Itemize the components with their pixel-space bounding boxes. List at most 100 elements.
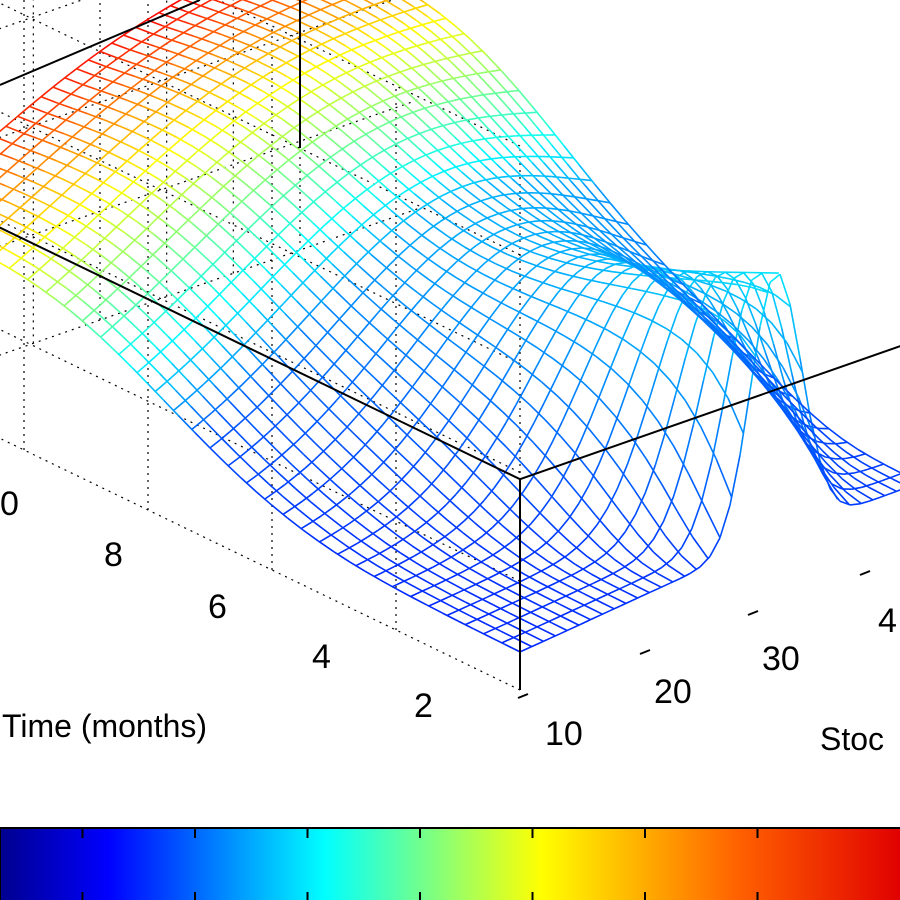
mesh-line <box>123 240 135 251</box>
mesh-line <box>568 369 585 385</box>
mesh-line <box>305 421 318 433</box>
mesh-line <box>249 350 266 368</box>
mesh-line <box>161 235 173 247</box>
mesh-line <box>540 381 558 397</box>
mesh-line <box>524 591 536 598</box>
mesh-line <box>443 166 454 173</box>
mesh-line <box>375 66 393 80</box>
mesh-line <box>592 259 609 265</box>
mesh-line <box>250 167 267 182</box>
mesh-line <box>527 144 545 164</box>
x-tick-label: 20 <box>654 673 692 711</box>
mesh-line <box>141 168 158 179</box>
mesh-line <box>415 522 427 532</box>
mesh-line <box>289 362 301 375</box>
mesh-line <box>488 181 505 196</box>
mesh-line <box>639 284 652 301</box>
mesh-line <box>267 422 279 434</box>
mesh-line <box>351 139 369 154</box>
mesh-line <box>177 30 194 37</box>
mesh-line <box>473 628 490 638</box>
mesh-line <box>300 233 317 250</box>
mesh-line <box>638 349 655 365</box>
mesh-line <box>89 50 101 60</box>
mesh-line <box>593 244 610 255</box>
mesh-line <box>580 345 597 358</box>
mesh-line <box>150 32 167 40</box>
mesh-line <box>586 605 603 615</box>
mesh-line <box>43 235 60 247</box>
mesh-line <box>140 244 158 259</box>
mesh-line <box>680 554 698 571</box>
mesh-line <box>721 330 739 348</box>
mesh-line <box>518 310 535 321</box>
mesh-line <box>653 362 671 381</box>
mesh-line <box>434 585 451 596</box>
mesh-line <box>291 370 309 389</box>
mesh-line <box>473 582 490 593</box>
mesh-line <box>562 144 580 166</box>
mesh-line <box>357 323 369 337</box>
mesh-line <box>160 98 172 109</box>
mesh-line <box>314 522 331 536</box>
mesh-line <box>0 167 2 170</box>
mesh-line <box>404 503 421 518</box>
mesh-line <box>634 312 651 321</box>
mesh-line <box>63 133 80 141</box>
mesh-line <box>569 241 586 250</box>
mesh-line <box>232 26 249 35</box>
mesh-line <box>700 426 718 460</box>
mesh-line <box>349 496 367 512</box>
mesh-line <box>739 390 751 456</box>
mesh-line <box>783 395 801 413</box>
mesh-line <box>453 607 471 617</box>
mesh-line <box>551 576 568 587</box>
mesh-line <box>529 295 547 304</box>
mesh-line <box>359 284 371 297</box>
mesh-line <box>442 28 460 43</box>
mesh-line <box>664 395 677 433</box>
mesh-line <box>117 267 134 282</box>
mesh-line <box>538 275 550 288</box>
mesh-line <box>137 36 149 45</box>
mesh-line <box>768 379 785 397</box>
mesh-line <box>326 514 343 528</box>
mesh-line <box>155 179 167 190</box>
mesh-line <box>234 304 246 317</box>
mesh-line <box>618 384 630 414</box>
mesh-line <box>531 106 549 127</box>
mesh-line <box>323 78 335 86</box>
mesh-line <box>212 53 229 62</box>
mesh-line <box>240 8 257 16</box>
mesh-line <box>490 302 502 317</box>
mesh-line <box>809 442 827 480</box>
mesh-line <box>24 169 36 180</box>
mesh-line <box>518 246 535 254</box>
mesh-line <box>236 0 244 4</box>
y-tick-label: 8 <box>104 536 123 574</box>
mesh-line <box>363 0 374 6</box>
mesh-line <box>558 217 575 230</box>
mesh-line <box>100 337 118 354</box>
mesh-line <box>175 210 193 224</box>
mesh-line <box>579 579 596 589</box>
mesh-line <box>310 15 327 24</box>
mesh-line <box>244 417 262 435</box>
mesh-line <box>400 429 412 443</box>
mesh-line <box>288 181 300 192</box>
y-axis-ticks: 0 8 6 4 2 <box>0 485 433 725</box>
mesh-line <box>221 345 239 364</box>
mesh-line <box>496 617 513 627</box>
mesh-line <box>160 270 172 282</box>
mesh-line <box>268 395 285 413</box>
mesh-line <box>317 41 334 52</box>
mesh-line <box>418 147 435 163</box>
mesh-line <box>273 147 291 162</box>
mesh-line <box>579 495 597 516</box>
mesh-line <box>576 536 588 548</box>
mesh-line <box>481 526 493 537</box>
mesh-line <box>345 544 362 557</box>
mesh-line <box>67 233 79 245</box>
mesh-line <box>402 385 414 400</box>
mesh-line <box>121 274 133 285</box>
